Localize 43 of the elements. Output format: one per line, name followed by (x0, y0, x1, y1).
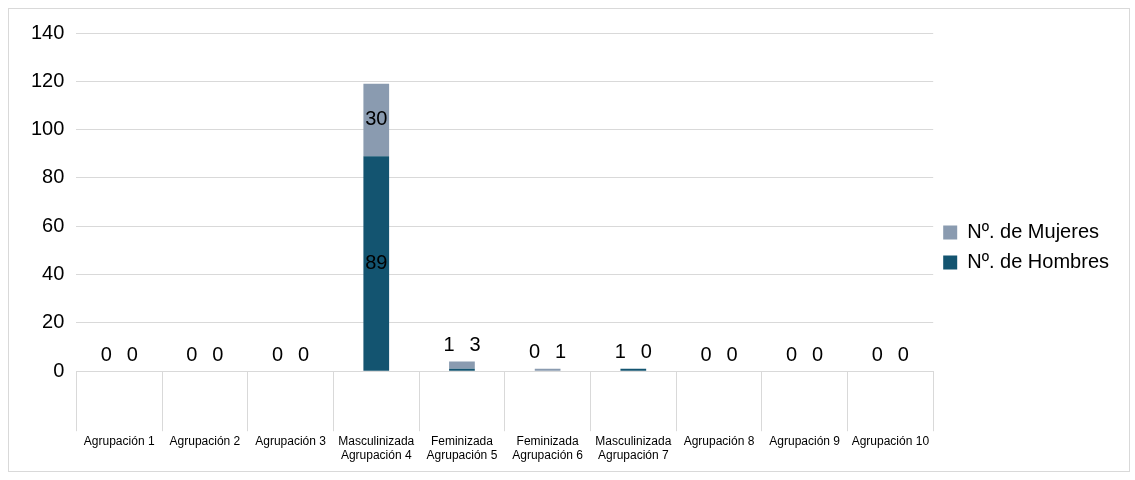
x-tick-label: Agrupación 9 (769, 433, 841, 448)
y-tick-label: 60 (42, 213, 65, 236)
data-label: 0 (786, 342, 798, 365)
x-tick-label: Feminizada Agrupación 5 (426, 433, 498, 463)
data-label: 1 (555, 340, 567, 363)
y-tick-label: 40 (42, 262, 65, 285)
data-label: 0 (298, 342, 310, 365)
bar (449, 361, 475, 369)
data-label: 1 (443, 333, 455, 356)
data-label: 0 (700, 342, 712, 365)
y-tick-label: 0 (53, 358, 65, 381)
data-label: 0 (126, 342, 138, 365)
bar (363, 156, 390, 371)
data-label: 0 (186, 342, 198, 365)
y-tick-label: 140 (30, 20, 65, 43)
data-label: 3 (469, 333, 481, 356)
data-label: 0 (100, 342, 112, 365)
x-tick-label: Masculinizada Agrupación 7 (595, 433, 672, 463)
data-label: 0 (726, 342, 738, 365)
data-label: 0 (897, 342, 909, 365)
y-tick-label: 100 (30, 117, 65, 140)
data-label: 0 (812, 342, 824, 365)
x-tick-label: Masculinizada Agrupación 4 (338, 433, 415, 463)
data-label: 0 (529, 340, 541, 363)
x-tick-label: Agrupación 3 (255, 433, 327, 448)
x-tick-label: Agrupación 1 (83, 433, 155, 448)
data-label: 0 (212, 342, 224, 365)
y-tick-label: 120 (30, 68, 65, 91)
y-tick-label: 20 (42, 310, 65, 333)
data-label: 0 (640, 340, 652, 363)
legend-label: Nº. de Hombres (967, 250, 1109, 273)
x-tick-label: Agrupación 2 (169, 433, 241, 448)
x-tick-label: Feminizada Agrupación 6 (512, 433, 584, 463)
data-label: 30 (365, 107, 388, 130)
data-label: 0 (871, 342, 883, 365)
bar (363, 83, 390, 157)
legend-label: Nº. de Mujeres (967, 220, 1099, 243)
x-tick-label: Agrupación 8 (683, 433, 755, 448)
data-label: 1 (614, 340, 626, 363)
data-label: 89 (365, 250, 388, 273)
x-tick-label: Agrupación 10 (851, 433, 930, 448)
data-label: 0 (272, 342, 284, 365)
y-tick-label: 80 (42, 165, 65, 188)
